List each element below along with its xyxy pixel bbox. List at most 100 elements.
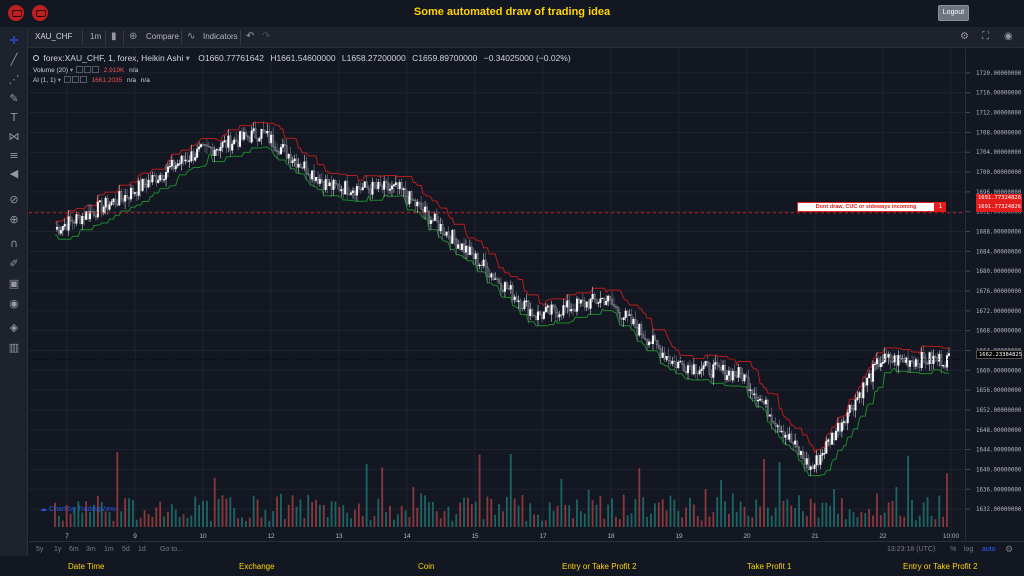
- candle-body: [110, 201, 113, 205]
- candle-body: [513, 296, 516, 301]
- candle-body: [585, 301, 588, 308]
- layers-icon[interactable]: ◈: [9, 321, 19, 334]
- candle-body: [729, 370, 732, 381]
- volume-bar: [934, 519, 937, 527]
- collapse-legend-icon[interactable]: [33, 55, 39, 61]
- settings-gear-icon[interactable]: ⚙: [960, 31, 969, 42]
- candle-body: [683, 364, 686, 372]
- candle-body: [474, 253, 477, 259]
- volume-eye-icon[interactable]: [75, 66, 83, 73]
- price-axis[interactable]: 1720.00000000 1716.00000000 1712.00000000 1…: [965, 49, 1024, 541]
- interval-select[interactable]: 1m: [90, 32, 102, 41]
- volume-bar: [443, 511, 446, 527]
- utc-clock[interactable]: 13:23:18 (UTC): [887, 546, 936, 553]
- candle-body: [250, 130, 253, 143]
- brand-logo-icon[interactable]: [8, 5, 24, 21]
- volume-bar: [611, 498, 613, 527]
- back-arrow-icon[interactable]: ◀: [9, 167, 19, 180]
- candle-body: [63, 224, 66, 227]
- tradingview-watermark[interactable]: ☁ Chart by TradingView: [40, 505, 116, 513]
- measure-icon[interactable]: ⊘: [9, 193, 19, 206]
- eye-icon[interactable]: ◉: [9, 297, 19, 310]
- price-tick-label: 1688.00000000: [976, 230, 1022, 236]
- compare-button[interactable]: Compare: [146, 32, 179, 41]
- lock-icon[interactable]: ▣: [8, 277, 20, 290]
- zoom-in-icon[interactable]: ⊕: [9, 213, 19, 226]
- symbol-search[interactable]: XAU_CHF: [35, 32, 73, 41]
- candle-body: [334, 180, 337, 184]
- axis-settings-gear-icon[interactable]: ⚙: [1005, 544, 1014, 554]
- al-settings-icon[interactable]: [71, 76, 79, 83]
- range-3m[interactable]: 3m: [86, 546, 96, 553]
- candle-body: [332, 180, 335, 190]
- pattern-tool-icon[interactable]: ⋈: [8, 130, 20, 143]
- volume-label[interactable]: Volume (20): [33, 67, 69, 74]
- candle-body: [897, 355, 900, 366]
- magnet-icon[interactable]: ∩: [9, 237, 19, 250]
- trash-icon[interactable]: ▥: [8, 341, 20, 354]
- log-toggle[interactable]: log: [964, 546, 974, 553]
- logout-button[interactable]: Logout: [938, 5, 969, 21]
- auto-toggle[interactable]: auto: [982, 546, 996, 553]
- annotation-flag[interactable]: 1: [935, 202, 946, 212]
- stay-drawing-icon[interactable]: ✐: [9, 257, 19, 270]
- candle-body: [202, 144, 205, 146]
- trade-annotation-label[interactable]: Dont draw, CUC or sideways incoming: [797, 202, 935, 212]
- candle-body: [305, 161, 308, 174]
- volume-bar: [104, 511, 107, 527]
- goto-button[interactable]: Go to...: [160, 546, 183, 553]
- price-chart[interactable]: 7 9 10 12 13 14 15 17 18 19 20 21 22 10:00: [29, 49, 965, 541]
- candle-body: [669, 360, 672, 364]
- range-1m[interactable]: 1m: [104, 546, 114, 553]
- candle-body: [459, 244, 462, 250]
- fullscreen-icon[interactable]: ⛶: [982, 31, 989, 42]
- al-eye-icon[interactable]: [63, 76, 71, 83]
- volume-bar: [318, 504, 321, 527]
- trend-line-icon[interactable]: ╱: [10, 53, 18, 66]
- volume-bar: [837, 513, 839, 527]
- indicators-button[interactable]: Indicators: [203, 32, 238, 41]
- candle-body: [287, 154, 290, 159]
- al-label[interactable]: Al (1, 1): [33, 77, 56, 84]
- candle-body: [885, 353, 888, 358]
- brush-icon[interactable]: ✎: [9, 92, 19, 105]
- al-legend: Al (1, 1) ▾ 1661.2035 n/a n/a: [33, 76, 150, 84]
- camera-icon[interactable]: ◉: [1004, 31, 1013, 42]
- redo-icon[interactable]: ↷: [262, 31, 271, 42]
- range-5y[interactable]: 5y: [36, 546, 44, 553]
- fib-tool-icon[interactable]: ⋰: [8, 73, 20, 86]
- candle-body: [166, 166, 169, 173]
- range-1d[interactable]: 1d: [138, 546, 146, 553]
- volume-bar: [576, 499, 578, 527]
- candle-body: [65, 224, 68, 231]
- crosshair-icon[interactable]: ✛: [9, 34, 19, 47]
- chart-pane[interactable]: 7 9 10 12 13 14 15 17 18 19 20 21 22 10:00: [29, 49, 965, 541]
- volume-bar: [77, 501, 80, 527]
- prediction-tool-icon[interactable]: ≡: [9, 149, 19, 162]
- candle-body: [244, 131, 247, 137]
- percent-toggle[interactable]: %: [950, 546, 957, 553]
- range-5d[interactable]: 5d: [122, 546, 130, 553]
- candle-body: [881, 361, 884, 364]
- candle-body: [406, 196, 409, 205]
- chart-style-icon[interactable]: ▮: [111, 31, 117, 42]
- candle-body: [554, 306, 557, 313]
- undo-icon[interactable]: ↶: [246, 31, 255, 42]
- candle-body: [503, 282, 506, 292]
- compare-icon[interactable]: ⊕: [129, 31, 138, 42]
- volume-bar: [435, 511, 438, 527]
- price-tick-label: 1660.00000000: [976, 368, 1022, 374]
- brand-logo-icon-2[interactable]: [32, 5, 48, 21]
- volume-close-icon[interactable]: [91, 66, 99, 73]
- candle-body: [291, 160, 294, 163]
- text-tool-icon[interactable]: T: [10, 111, 18, 124]
- legend-title[interactable]: forex:XAU_CHF, 1, forex, Heikin Ashi: [43, 53, 184, 63]
- candle-body: [521, 308, 524, 310]
- al-close-icon[interactable]: [79, 76, 87, 83]
- volume-settings-icon[interactable]: [83, 66, 91, 73]
- volume-bar: [420, 493, 423, 527]
- range-6m[interactable]: 6m: [69, 546, 79, 553]
- range-1y[interactable]: 1y: [54, 546, 62, 553]
- indicators-icon[interactable]: ∿: [187, 31, 196, 42]
- candle-body: [215, 148, 218, 151]
